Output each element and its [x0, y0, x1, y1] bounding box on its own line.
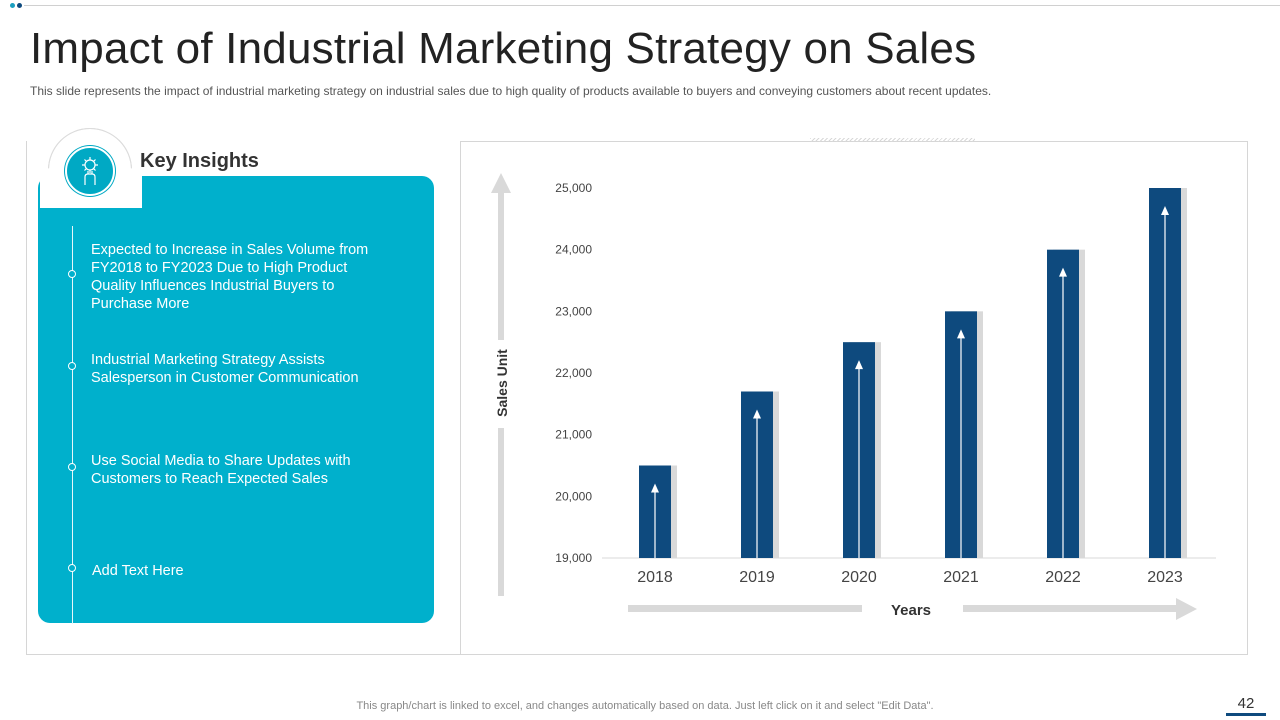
y-tick-label: 25,000	[555, 181, 592, 195]
x-axis-title: Years	[891, 602, 931, 619]
y-tick-label: 19,000	[555, 551, 592, 565]
timeline-dot	[68, 564, 76, 572]
bar-arrow-head	[957, 329, 965, 339]
decor-dot	[17, 3, 22, 8]
insight-item[interactable]: Add Text Here	[92, 563, 184, 579]
bar-arrow-head	[1059, 267, 1067, 277]
bar-arrow-head	[753, 409, 761, 419]
insight-item: Expected to Increase in Sales Volume fro…	[91, 242, 369, 312]
insights-timeline	[72, 226, 73, 624]
timeline-dot	[68, 463, 76, 471]
x-axis-arrow-head	[1176, 598, 1197, 620]
slide-subtitle: This slide represents the impact of indu…	[30, 84, 992, 98]
y-axis-arrow-head	[491, 173, 511, 193]
page-number: 42	[1237, 695, 1255, 712]
x-axis-arrow-shaft-right	[963, 605, 1179, 612]
y-tick-label: 24,000	[555, 243, 592, 257]
icon-badge	[65, 146, 115, 196]
y-tick-label: 21,000	[555, 428, 592, 442]
insights-panel	[38, 176, 434, 623]
y-tick-label: 23,000	[555, 304, 592, 318]
y-tick-label: 22,000	[555, 366, 592, 380]
x-tick-label: 2019	[739, 569, 775, 586]
top-divider	[24, 5, 1280, 6]
bar-arrow-head	[651, 483, 659, 493]
insight-item: Industrial Marketing Strategy Assists Sa…	[91, 352, 359, 386]
slide-title: Impact of Industrial Marketing Strategy …	[30, 24, 977, 73]
y-axis-title: Sales Unit	[494, 349, 510, 417]
bar-arrow-head	[1161, 206, 1169, 215]
x-tick-label: 2023	[1147, 569, 1183, 586]
x-tick-label: 2020	[841, 569, 877, 586]
y-axis-arrow-shaft-bottom	[498, 428, 504, 596]
y-axis-arrow-shaft-top	[498, 192, 504, 340]
gear-hand-icon	[82, 157, 98, 185]
bar-arrow-head	[855, 360, 863, 370]
page-number-underline	[1226, 713, 1266, 716]
timeline-dot	[68, 362, 76, 370]
decor-hatch	[810, 138, 975, 142]
insights-heading: Key Insights	[140, 150, 259, 172]
decor-dot	[10, 3, 15, 8]
footer-note: This graph/chart is linked to excel, and…	[356, 700, 934, 712]
x-tick-label: 2018	[637, 569, 673, 586]
x-axis-arrow-shaft-left	[628, 605, 862, 612]
insight-item: Use Social Media to Share Updates with C…	[91, 453, 351, 487]
timeline-dot	[68, 270, 76, 278]
y-tick-label: 20,000	[555, 489, 592, 503]
x-tick-label: 2022	[1045, 569, 1081, 586]
x-tick-label: 2021	[943, 569, 979, 586]
